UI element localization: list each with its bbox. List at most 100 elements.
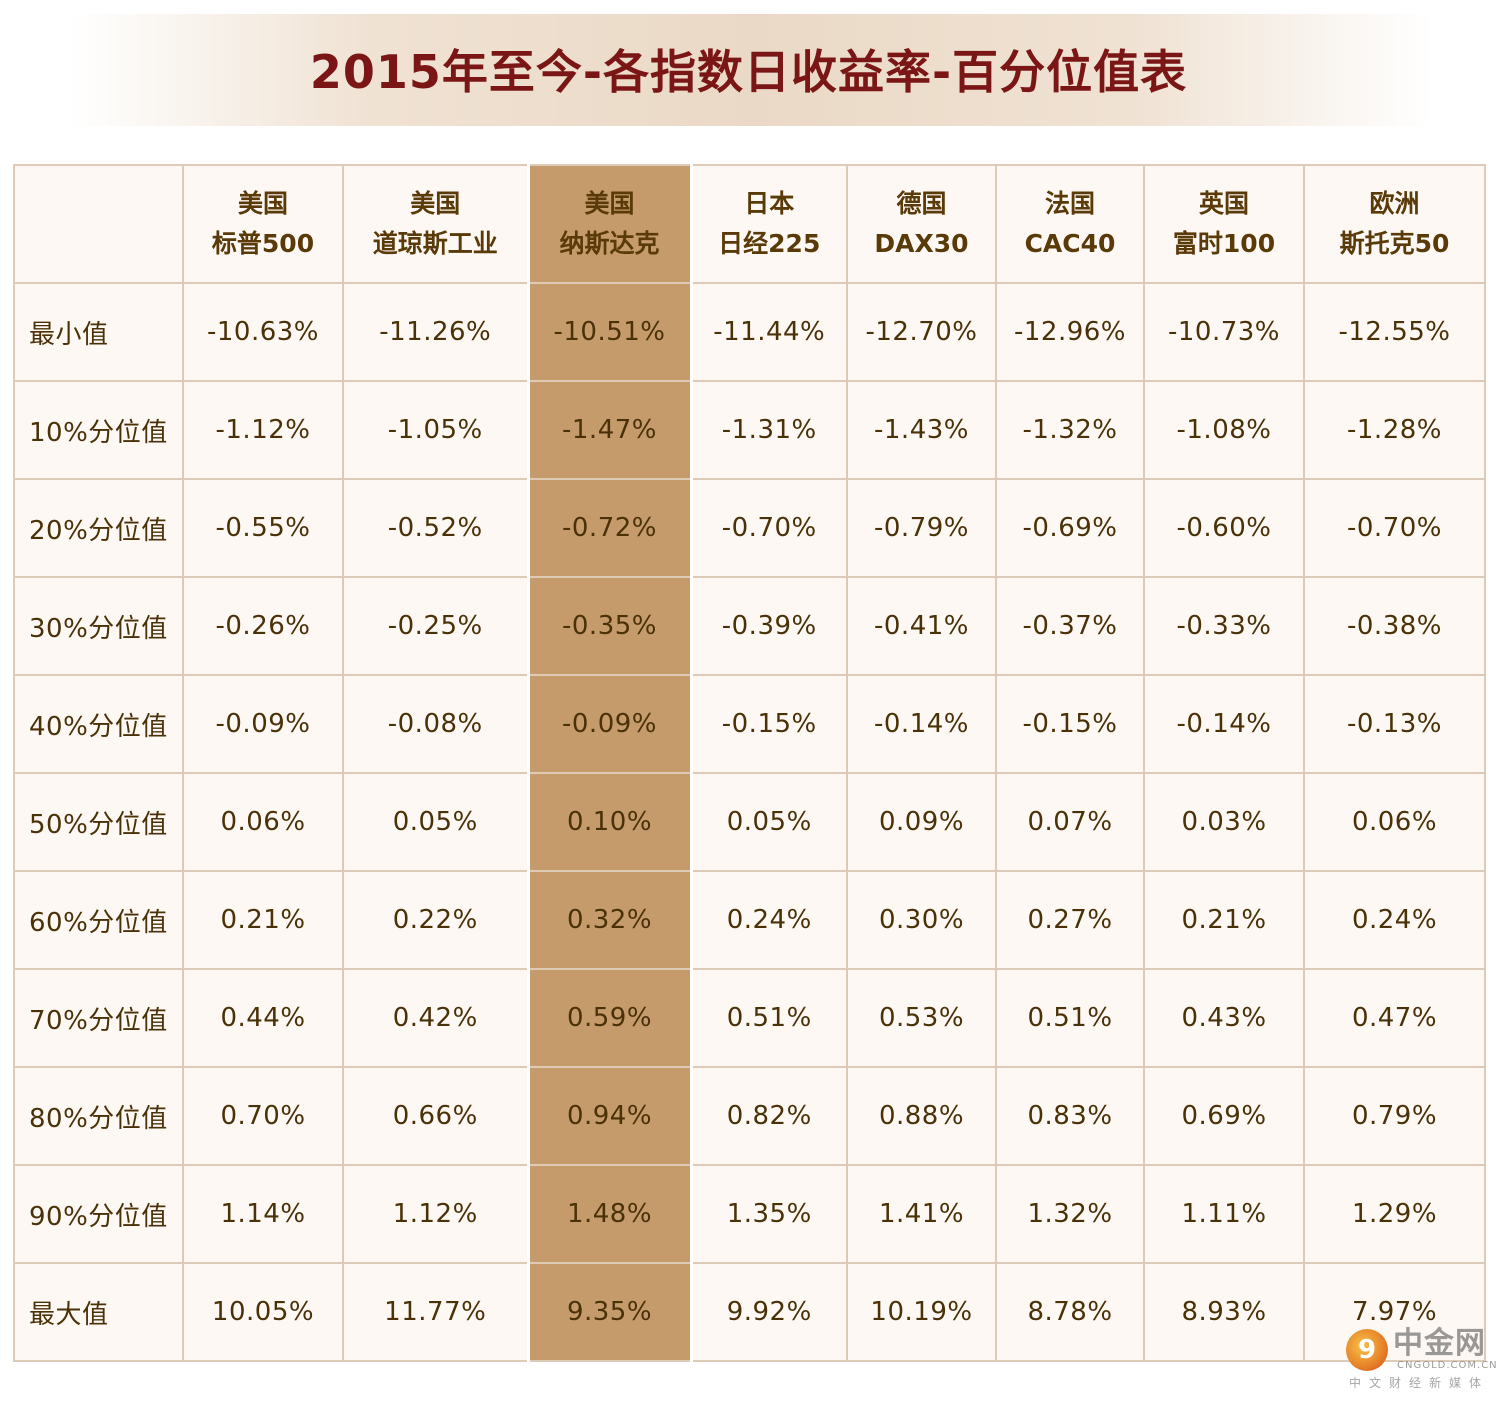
value-cell-highlighted: 0.59%	[526, 968, 693, 1068]
value-cell: -0.33%	[1143, 576, 1305, 676]
column-header-index: 道琼斯工业	[372, 229, 498, 258]
value-cell: 0.09%	[846, 772, 997, 872]
column-header-region: 美国	[237, 189, 288, 218]
value-cell: -11.26%	[342, 282, 529, 382]
value-cell: 0.82%	[690, 1066, 848, 1166]
value-cell: 0.30%	[846, 870, 997, 970]
value-cell: -0.38%	[1303, 576, 1486, 676]
value-cell: 0.06%	[182, 772, 344, 872]
value-cell: -0.60%	[1143, 478, 1305, 578]
title-band	[70, 14, 1433, 126]
value-cell: -1.31%	[690, 380, 848, 480]
column-header-index: 标普500	[211, 229, 315, 258]
value-cell: -0.14%	[1143, 674, 1305, 774]
column-header-region: 美国	[410, 189, 461, 218]
value-cell: 0.51%	[995, 968, 1145, 1068]
value-cell: -0.52%	[342, 478, 529, 578]
value-cell: -0.15%	[995, 674, 1145, 774]
value-cell: 0.03%	[1143, 772, 1305, 872]
column-header: 德国 DAX30	[846, 164, 997, 284]
row-label: 20%分位值	[13, 478, 184, 578]
value-cell: 0.27%	[995, 870, 1145, 970]
value-cell: -0.15%	[690, 674, 848, 774]
value-cell: 1.14%	[182, 1164, 344, 1264]
value-cell: 0.69%	[1143, 1066, 1305, 1166]
value-cell: -1.12%	[182, 380, 344, 480]
value-cell: 0.22%	[342, 870, 529, 970]
value-cell: 0.06%	[1303, 772, 1486, 872]
value-cell: 0.05%	[342, 772, 529, 872]
table-row: 50%分位值 0.06% 0.05% 0.10% 0.05% 0.09% 0.07% 0.03…	[13, 772, 1486, 872]
column-header: 日本 日经225	[690, 164, 848, 284]
value-cell: 0.51%	[690, 968, 848, 1068]
value-cell: 8.78%	[995, 1262, 1145, 1362]
value-cell: 0.88%	[846, 1066, 997, 1166]
value-cell: -0.39%	[690, 576, 848, 676]
value-cell: -0.55%	[182, 478, 344, 578]
value-cell-highlighted: 1.48%	[526, 1164, 693, 1264]
value-cell: -0.26%	[182, 576, 344, 676]
page-title: 2015年至今-各指数日收益率-百分位值表	[309, 45, 1188, 99]
value-cell: 0.70%	[182, 1066, 344, 1166]
row-label: 50%分位值	[13, 772, 184, 872]
value-cell: 10.19%	[846, 1262, 997, 1362]
row-label: 60%分位值	[13, 870, 184, 970]
value-cell: -0.08%	[342, 674, 529, 774]
table-row: 最小值 -10.63% -11.26% -10.51% -11.44% -12.70% -1…	[13, 282, 1486, 382]
value-cell: 0.07%	[995, 772, 1145, 872]
value-cell: 10.05%	[182, 1262, 344, 1362]
column-header: 英国 富时100	[1143, 164, 1305, 284]
value-cell: -0.69%	[995, 478, 1145, 578]
watermark-url: CNGOLD.COM.CN	[1397, 1360, 1498, 1371]
value-cell: 0.21%	[182, 870, 344, 970]
value-cell-highlighted: -1.47%	[526, 380, 693, 480]
column-header-index: CAC40	[1024, 229, 1116, 258]
value-cell: -1.28%	[1303, 380, 1486, 480]
value-cell: 0.24%	[1303, 870, 1486, 970]
value-cell: 0.43%	[1143, 968, 1305, 1068]
value-cell: 0.79%	[1303, 1066, 1486, 1166]
row-label: 80%分位值	[13, 1066, 184, 1166]
table-row: 30%分位值 -0.26% -0.25% -0.35% -0.39% -0.41% -0.3…	[13, 576, 1486, 676]
value-cell-highlighted: 0.94%	[526, 1066, 693, 1166]
header-corner	[13, 164, 184, 284]
value-cell: -10.63%	[182, 282, 344, 382]
value-cell: -0.41%	[846, 576, 997, 676]
value-cell-highlighted: -0.72%	[526, 478, 693, 578]
watermark-brand: 中金网	[1393, 1326, 1486, 1361]
header-row: 美国 标普500 美国 道琼斯工业 美国 纳斯达克 日本 日经225 德国 DA…	[13, 164, 1486, 284]
column-header: 法国 CAC40	[995, 164, 1145, 284]
value-cell: -1.32%	[995, 380, 1145, 480]
column-header-index: 斯托克50	[1339, 229, 1450, 258]
column-header-region: 欧洲	[1369, 189, 1420, 218]
row-label: 最小值	[13, 282, 184, 382]
table-body: 最小值 -10.63% -11.26% -10.51% -11.44% -12.70% -1…	[13, 282, 1486, 1362]
value-cell-highlighted: -0.09%	[526, 674, 693, 774]
value-cell: -0.25%	[342, 576, 529, 676]
value-cell: 1.32%	[995, 1164, 1145, 1264]
table-row: 40%分位值 -0.09% -0.08% -0.09% -0.15% -0.14% -0.1…	[13, 674, 1486, 774]
value-cell: 0.47%	[1303, 968, 1486, 1068]
table-row: 最大值 10.05% 11.77% 9.35% 9.92% 10.19% 8.78% 8.93…	[13, 1262, 1486, 1362]
table-row: 90%分位值 1.14% 1.12% 1.48% 1.35% 1.41% 1.32% 1.11…	[13, 1164, 1486, 1264]
value-cell: 0.05%	[690, 772, 848, 872]
value-cell: 1.35%	[690, 1164, 848, 1264]
value-cell: -0.13%	[1303, 674, 1486, 774]
column-header-region: 德国	[896, 189, 947, 218]
column-header: 美国 道琼斯工业	[342, 164, 529, 284]
column-header-region: 美国	[584, 189, 635, 218]
value-cell: -11.44%	[690, 282, 848, 382]
value-cell-highlighted: 0.10%	[526, 772, 693, 872]
value-cell: 1.29%	[1303, 1164, 1486, 1264]
value-cell: 0.21%	[1143, 870, 1305, 970]
value-cell: 1.12%	[342, 1164, 529, 1264]
column-header-region: 法国	[1044, 189, 1095, 218]
value-cell: -1.43%	[846, 380, 997, 480]
column-header-region: 日本	[744, 189, 795, 218]
column-header: 美国 标普500	[182, 164, 344, 284]
value-cell: 0.53%	[846, 968, 997, 1068]
value-cell: -12.55%	[1303, 282, 1486, 382]
value-cell: 11.77%	[342, 1262, 529, 1362]
table-row: 10%分位值 -1.12% -1.05% -1.47% -1.31% -1.43% -1.3…	[13, 380, 1486, 480]
value-cell: 0.42%	[342, 968, 529, 1068]
